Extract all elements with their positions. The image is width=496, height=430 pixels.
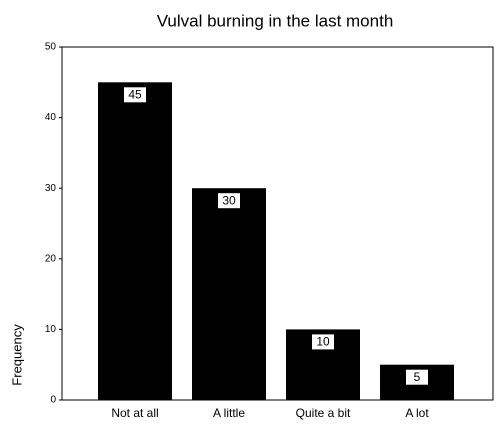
x-tick-label: Not at all [111,406,158,420]
y-tick-label: 10 [45,324,57,335]
y-tick-label: 20 [45,253,57,264]
y-axis-label: Frequency [9,324,24,386]
y-tick-label: 50 [45,42,57,53]
y-tick-label: 0 [50,395,56,406]
x-tick-label: A lot [405,406,429,420]
value-label-box [406,369,428,385]
value-label: 45 [128,87,142,101]
y-tick-label: 40 [45,112,57,123]
chart-title: Vulval burning in the last month [157,11,394,30]
value-label-box [312,334,334,350]
value-label-box [218,193,240,209]
bar [192,188,266,400]
bar [98,82,172,401]
value-label: 10 [316,335,330,349]
x-tick-label: A little [213,406,245,420]
plot-frame [61,46,494,401]
value-label-box [124,87,146,103]
value-label: 5 [414,370,421,384]
x-tick-label: Quite a bit [296,406,351,420]
y-tick-label: 30 [45,183,57,194]
value-label: 30 [222,193,236,207]
